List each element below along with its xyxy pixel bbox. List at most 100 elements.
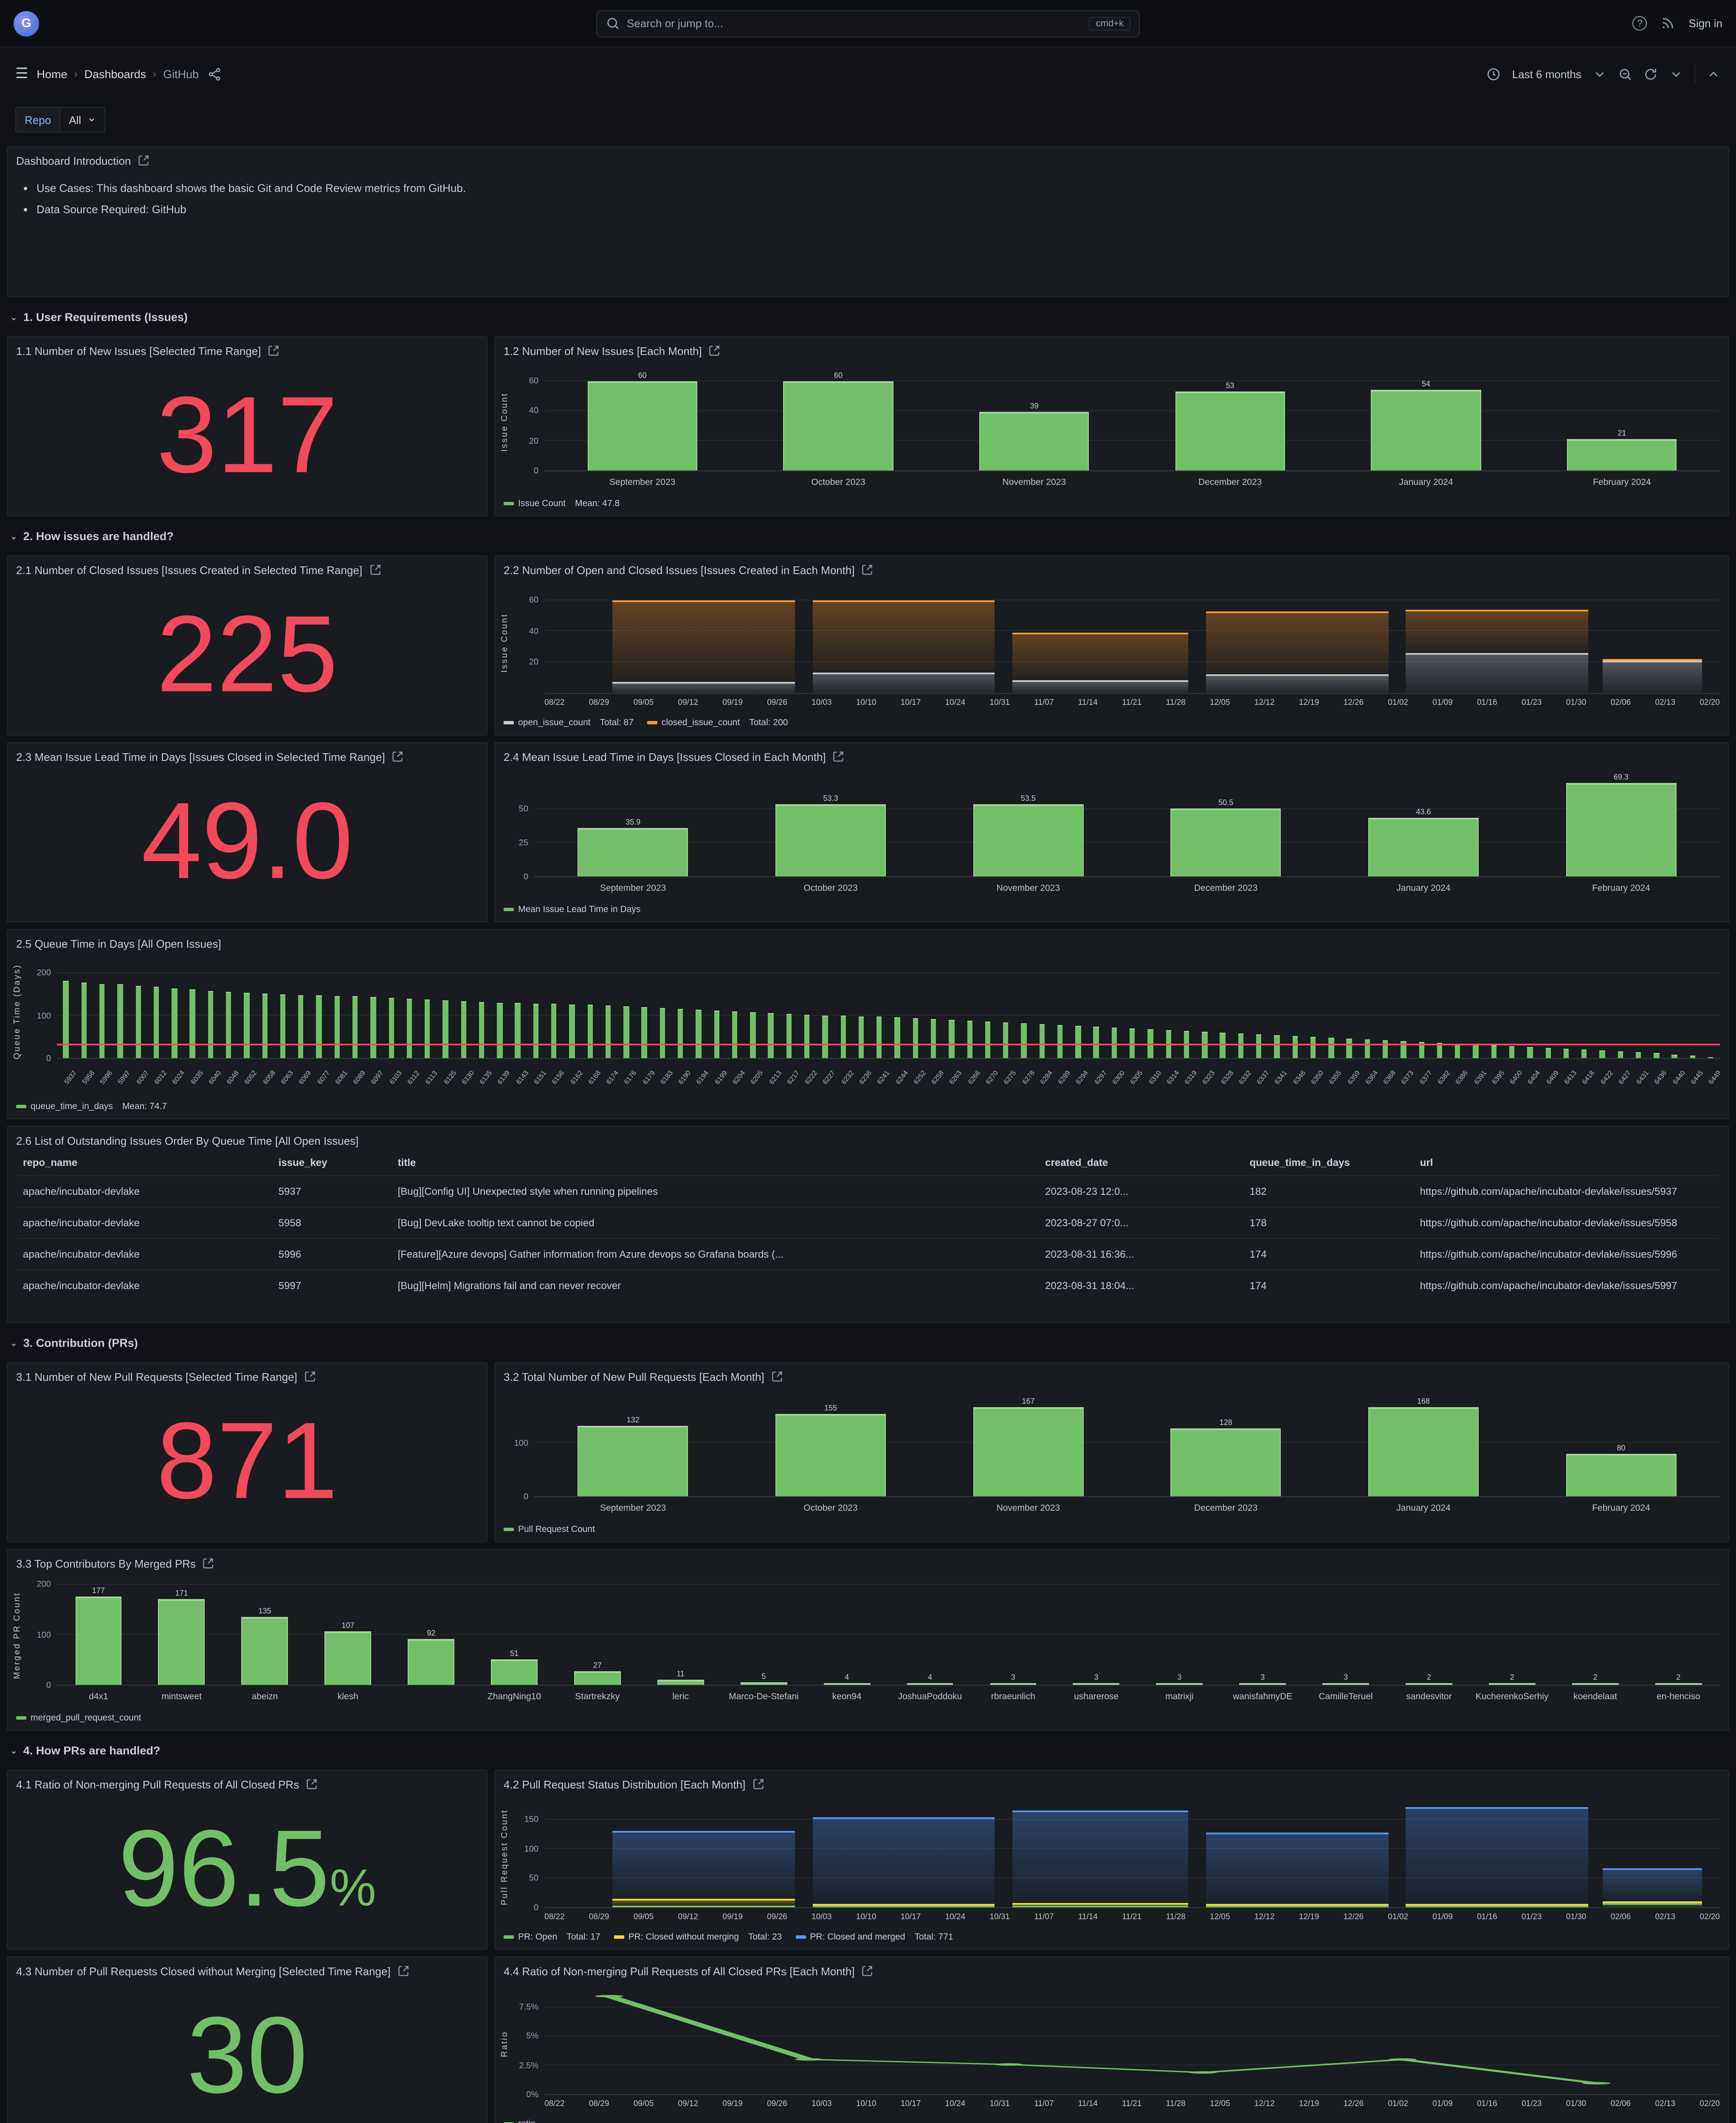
c-bar	[1093, 1027, 1099, 1058]
search-input[interactable]: Search or jump to... cmd+k	[596, 10, 1140, 37]
external-link-icon[interactable]	[752, 1778, 764, 1790]
external-link-icon[interactable]	[203, 1557, 214, 1569]
c-span	[1406, 1805, 1588, 1907]
table-row[interactable]: apache/incubator-devlake 5996 [Feature][Az…	[16, 1238, 1720, 1270]
panel-header[interactable]: Dashboard Introduction	[16, 151, 1720, 170]
legend-item[interactable]: Mean Issue Lead Time in Days	[504, 904, 640, 914]
section-header-2[interactable]: ⌄ 2. How issues are handled?	[10, 529, 174, 542]
section-header-3[interactable]: ⌄ 3. Contribution (PRs)	[10, 1336, 138, 1349]
legend-item[interactable]: open_issue_count Total: 87	[504, 717, 634, 727]
table-row[interactable]: apache/incubator-devlake 5937 [Bug][Config…	[16, 1175, 1720, 1207]
c-xrot: 6113	[424, 1069, 439, 1086]
c-slot	[888, 965, 907, 1058]
panel-dashboard-introduction: Dashboard Introduction Use Cases: This d…	[7, 146, 1729, 297]
external-link-icon[interactable]	[709, 345, 721, 357]
c-xrot: 6413	[1562, 1069, 1578, 1086]
col-url[interactable]: url	[1420, 1157, 1433, 1168]
col-created-date[interactable]: created_date	[1045, 1157, 1108, 1168]
legend-item[interactable]: closed_issue_count Total: 200	[647, 717, 788, 727]
panel-header[interactable]: 1.2 Number of New Issues [Each Month]	[504, 341, 1720, 360]
grafana-logo-icon[interactable]: G	[14, 11, 39, 36]
panel-header[interactable]: 1.1 Number of New Issues [Selected Time …	[16, 341, 478, 360]
panel-header[interactable]: 3.3 Top Contributors By Merged PRs	[16, 1554, 1720, 1573]
col-issue-key[interactable]: issue_key	[278, 1157, 327, 1168]
c-xrot: 6190	[677, 1069, 693, 1086]
legend-item[interactable]: Pull Request Count	[504, 1524, 595, 1534]
legend-item[interactable]: queue_time_in_days Mean: 74.7	[16, 1101, 167, 1111]
external-link-icon[interactable]	[268, 345, 280, 357]
panel-header[interactable]: 2.6 List of Outstanding Issues Order By …	[16, 1131, 1720, 1150]
panel-header[interactable]: 3.2 Total Number of New Pull Requests [E…	[504, 1367, 1720, 1386]
c-xcat: rbraeunlich	[991, 1692, 1035, 1702]
help-icon[interactable]: ?	[1632, 16, 1647, 31]
table-cell: 178	[1243, 1207, 1413, 1239]
breadcrumb-home[interactable]: Home	[37, 68, 68, 80]
c-xtick: 11/14	[1078, 2099, 1098, 2109]
variable-value-dropdown[interactable]: All	[60, 107, 105, 132]
table-row[interactable]: apache/incubator-devlake 5997 [Bug][Helm] …	[16, 1270, 1720, 1301]
panel-header[interactable]: 2.1 Number of Closed Issues [Issues Crea…	[16, 560, 478, 579]
collapse-up-icon[interactable]	[1706, 67, 1721, 81]
table-row[interactable]: apache/incubator-devlake 5958 [Bug] DevLak…	[16, 1207, 1720, 1239]
external-link-icon[interactable]	[304, 1371, 316, 1382]
legend-item[interactable]: PR: Open Total: 17	[504, 1932, 600, 1942]
sign-in-button[interactable]: Sign in	[1688, 17, 1723, 30]
c-xrot: 6263	[948, 1069, 964, 1086]
section-header-4[interactable]: ⌄ 4. How PRs are handled?	[10, 1744, 161, 1757]
external-link-icon[interactable]	[771, 1371, 783, 1382]
external-link-icon[interactable]	[369, 564, 381, 576]
c-slot: 171	[140, 1585, 223, 1685]
external-link-icon[interactable]	[306, 1778, 318, 1790]
c-bar	[1708, 1057, 1713, 1058]
legend-item[interactable]: merged_pull_request_count	[16, 1712, 141, 1723]
y-tick: 100	[514, 1439, 528, 1448]
time-range-picker[interactable]: Last 6 months	[1512, 68, 1581, 80]
refresh-icon[interactable]	[1643, 67, 1658, 81]
zoom-out-icon[interactable]	[1618, 67, 1632, 81]
c-seg	[612, 682, 795, 693]
panel-header[interactable]: 4.3 Number of Pull Requests Closed witho…	[16, 1962, 478, 1980]
news-icon[interactable]	[1661, 16, 1675, 31]
table-header-row: repo_name issue_key title created_date q…	[16, 1150, 1720, 1176]
panel-header[interactable]: 2.3 Mean Issue Lead Time in Days [Issues…	[16, 747, 478, 766]
external-link-icon[interactable]	[138, 155, 149, 166]
panel-header[interactable]: 4.4 Ratio of Non-merging Pull Requests o…	[504, 1962, 1720, 1980]
panel-header[interactable]: 4.2 Pull Request Status Distribution [Ea…	[504, 1775, 1720, 1794]
c-xrot: 6395	[1490, 1069, 1506, 1086]
legend-item[interactable]: ratio	[504, 2118, 535, 2123]
table-cell: 182	[1243, 1175, 1413, 1207]
share-icon[interactable]	[207, 67, 222, 81]
external-link-icon[interactable]	[833, 751, 845, 763]
menu-icon[interactable]: ☰	[15, 65, 28, 82]
stat-new-prs: 871	[156, 1400, 338, 1522]
section-header-1[interactable]: ⌄ 1. User Requirements (Issues)	[10, 310, 188, 323]
legend-item[interactable]: PR: Closed and merged Total: 771	[795, 1932, 953, 1942]
c-xrot: 6103	[388, 1069, 403, 1086]
chevron-down-icon[interactable]	[1669, 67, 1683, 81]
panel-header[interactable]: 4.1 Ratio of Non-merging Pull Requests o…	[16, 1775, 478, 1794]
legend-item[interactable]: Issue Count Mean: 47.8	[504, 498, 620, 508]
panel-title: 2.1 Number of Closed Issues [Issues Crea…	[16, 563, 363, 576]
external-link-icon[interactable]	[397, 1965, 409, 1977]
c-bar	[1346, 1039, 1352, 1058]
legend-item[interactable]: PR: Closed without merging Total: 23	[614, 1932, 782, 1942]
c-bar	[858, 1016, 864, 1058]
chevron-down-icon[interactable]	[1592, 67, 1607, 81]
c-xtick: 10/17	[900, 1912, 921, 1922]
panel-header[interactable]: 2.5 Queue Time in Days [All Open Issues]	[16, 934, 1720, 953]
col-repo-name[interactable]: repo_name	[23, 1157, 78, 1168]
c-grid	[544, 1819, 1720, 1820]
c-bar	[967, 1021, 972, 1058]
top-header: G Search or jump to... cmd+k ? Sign in	[0, 0, 1736, 48]
external-link-icon[interactable]	[862, 564, 874, 576]
col-title[interactable]: title	[397, 1157, 416, 1168]
panel-title: 4.4 Ratio of Non-merging Pull Requests o…	[504, 1965, 855, 1977]
col-queue-time[interactable]: queue_time_in_days	[1249, 1157, 1350, 1168]
panel-header[interactable]: 3.1 Number of New Pull Requests [Selecte…	[16, 1367, 478, 1386]
repo-variable[interactable]: Repo All	[15, 107, 105, 132]
panel-header[interactable]: 2.4 Mean Issue Lead Time in Days [Issues…	[504, 747, 1720, 766]
external-link-icon[interactable]	[392, 751, 404, 763]
panel-header[interactable]: 2.2 Number of Open and Closed Issues [Is…	[504, 560, 1720, 579]
breadcrumb-dashboards[interactable]: Dashboards	[84, 68, 147, 80]
external-link-icon[interactable]	[862, 1965, 874, 1977]
